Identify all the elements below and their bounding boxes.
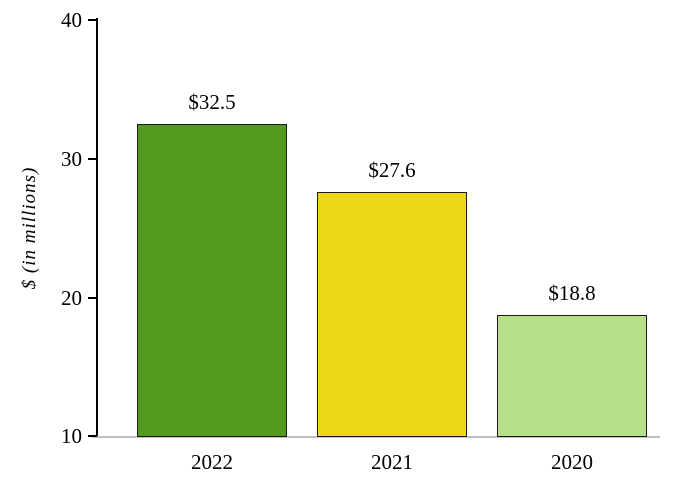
y-tick-mark-40 [88, 19, 97, 21]
bar-group-2020: $18.8 [497, 20, 647, 437]
bar-group-2021: $27.6 [317, 20, 467, 437]
y-tick-label-30: 30 [61, 147, 82, 171]
x-axis-label-2022: 2022 [191, 450, 233, 474]
y-tick-mark-30 [88, 158, 97, 160]
bar-value-label-2021: $27.6 [368, 158, 416, 183]
bar-2020 [497, 314, 647, 437]
bar-value-label-2022: $32.5 [188, 90, 236, 115]
y-tick-label-40: 40 [61, 8, 82, 32]
x-axis-label-2021: 2021 [371, 450, 413, 474]
y-tick-label-10: 10 [61, 424, 82, 448]
y-tick-label-20: 20 [61, 286, 82, 310]
x-axis-label-2020: 2020 [551, 450, 593, 474]
y-tick-mark-10 [88, 435, 97, 437]
y-axis-title: $ (in millions) [19, 166, 40, 290]
y-axis-line [96, 18, 98, 438]
bar-2021 [317, 192, 467, 437]
x-axis-baseline [92, 436, 660, 438]
y-tick-mark-20 [88, 297, 97, 299]
bar-group-2022: $32.5 [137, 20, 287, 437]
bar-value-label-2020: $18.8 [548, 280, 596, 305]
bar-2022 [137, 124, 287, 437]
